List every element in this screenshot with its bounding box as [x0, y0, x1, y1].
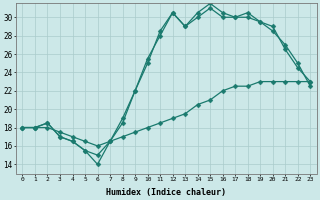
- X-axis label: Humidex (Indice chaleur): Humidex (Indice chaleur): [106, 188, 226, 197]
